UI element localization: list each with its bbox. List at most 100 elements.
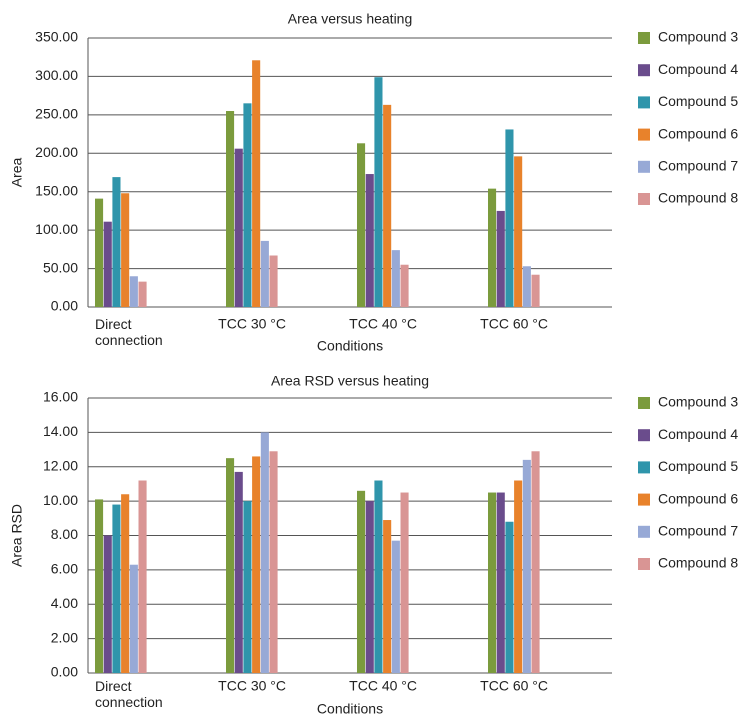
- bar: [243, 103, 252, 307]
- y-tick-label: 100.00: [35, 221, 78, 237]
- y-tick-label: 14.00: [43, 423, 78, 439]
- bar: [383, 520, 392, 673]
- bar: [365, 174, 374, 307]
- y-tick-label: 350.00: [35, 29, 78, 45]
- bar: [138, 480, 147, 673]
- chart-title: Area versus heating: [288, 11, 413, 27]
- bar: [103, 535, 112, 673]
- y-tick-label: 300.00: [35, 67, 78, 83]
- bar: [260, 432, 269, 673]
- bar: [488, 188, 497, 307]
- y-axis-label: Area RSD: [9, 504, 25, 567]
- y-tick-label: 10.00: [43, 492, 78, 508]
- legend-swatch: [638, 160, 650, 173]
- legend-swatch: [638, 96, 650, 109]
- bar: [365, 501, 374, 673]
- bar: [269, 255, 278, 307]
- legend-label: Compound 3: [658, 394, 738, 410]
- bar: [391, 540, 400, 673]
- y-tick-label: 50.00: [43, 259, 78, 275]
- bar: [95, 198, 104, 307]
- bar: [383, 104, 392, 307]
- legend-swatch: [638, 397, 650, 409]
- bar: [269, 451, 278, 673]
- legend-label: Compound 6: [658, 125, 738, 141]
- bar: [129, 276, 138, 307]
- legend-label: Compound 4: [658, 426, 738, 442]
- bar: [522, 459, 531, 673]
- x-tick-label: TCC 40 °C: [349, 316, 417, 332]
- y-tick-label: 0.00: [51, 664, 78, 680]
- bar: [226, 458, 235, 673]
- y-axis-label: Area: [9, 158, 25, 188]
- bar: [138, 281, 147, 307]
- bar: [121, 193, 130, 307]
- bar: [234, 471, 243, 673]
- x-tick-label: TCC 60 °C: [480, 316, 548, 332]
- legend-swatch: [638, 64, 650, 77]
- bar: [505, 129, 514, 307]
- legend-swatch: [638, 461, 650, 474]
- bar: [531, 274, 540, 307]
- legend-label: Compound 7: [658, 158, 738, 174]
- legend-swatch: [638, 525, 650, 538]
- legend-label: Compound 3: [658, 29, 738, 45]
- bar: [522, 266, 531, 307]
- legend-swatch: [638, 493, 650, 506]
- bar: [400, 492, 409, 673]
- bar: [505, 521, 514, 673]
- bar: [260, 240, 269, 307]
- legend-label: Compound 5: [658, 93, 738, 109]
- legend-label: Compound 8: [658, 555, 738, 571]
- x-tick-label: Direct connection: [95, 316, 163, 348]
- y-tick-label: 12.00: [43, 457, 78, 473]
- bar: [488, 492, 497, 673]
- y-tick-label: 16.00: [43, 389, 78, 405]
- legend-swatch: [638, 193, 650, 205]
- x-tick-label: TCC 40 °C: [349, 678, 417, 694]
- bar: [95, 499, 104, 673]
- y-tick-label: 150.00: [35, 182, 78, 198]
- chart-title: Area RSD versus heating: [271, 373, 429, 389]
- x-tick-label: TCC 60 °C: [480, 678, 548, 694]
- bar: [391, 250, 400, 307]
- x-tick-label: TCC 30 °C: [218, 678, 286, 694]
- legend-label: Compound 7: [658, 523, 738, 539]
- y-tick-label: 6.00: [51, 561, 78, 577]
- x-tick-label: Direct connection: [95, 678, 163, 710]
- bar: [514, 480, 523, 673]
- y-tick-label: 2.00: [51, 629, 78, 645]
- legend-label: Compound 6: [658, 490, 738, 506]
- y-tick-label: 4.00: [51, 595, 78, 611]
- bar: [496, 492, 505, 673]
- bar: [400, 264, 409, 307]
- bar: [531, 451, 540, 673]
- y-tick-label: 200.00: [35, 144, 78, 160]
- bar: [243, 501, 252, 673]
- legend-swatch: [638, 32, 650, 44]
- bar: [357, 143, 366, 307]
- bar: [103, 221, 112, 307]
- bar: [357, 490, 366, 673]
- legend-swatch: [638, 128, 650, 141]
- x-axis-label: Conditions: [317, 338, 383, 354]
- legend-label: Compound 8: [658, 190, 738, 206]
- legend-label: Compound 4: [658, 61, 738, 77]
- bar: [374, 480, 383, 673]
- y-tick-label: 0.00: [51, 298, 78, 314]
- bar: [112, 504, 121, 673]
- bar: [374, 77, 383, 307]
- y-tick-label: 8.00: [51, 526, 78, 542]
- bar: [514, 156, 523, 307]
- bar: [112, 177, 121, 307]
- bar: [121, 494, 130, 673]
- bar: [496, 210, 505, 307]
- bar: [129, 564, 138, 673]
- bar: [226, 111, 235, 307]
- legend-swatch: [638, 558, 650, 570]
- bar: [252, 60, 261, 307]
- y-tick-label: 250.00: [35, 106, 78, 122]
- x-axis-label: Conditions: [317, 701, 383, 717]
- legend-swatch: [638, 429, 650, 442]
- bar: [234, 148, 243, 307]
